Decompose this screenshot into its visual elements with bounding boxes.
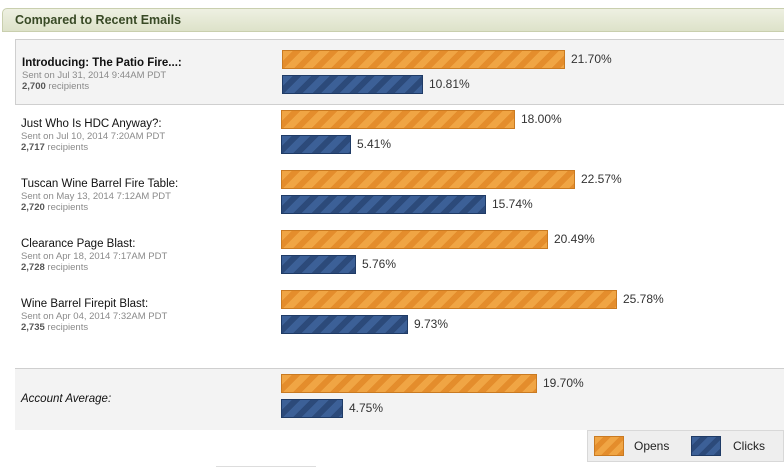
legend-clicks-label: Clicks	[733, 439, 765, 453]
opens-bar	[281, 230, 548, 249]
email-info: Tuscan Wine Barrel Fire Table: Sent on M…	[21, 177, 276, 213]
opens-value: 22.57%	[581, 172, 622, 186]
clicks-value: 5.76%	[362, 257, 397, 271]
email-title[interactable]: Tuscan Wine Barrel Fire Table:	[21, 178, 179, 190]
email-row[interactable]: Just Who Is HDC Anyway?: Sent on Jul 10,…	[15, 100, 784, 160]
average-opens-bar	[281, 374, 537, 393]
email-sent-date: Sent on Apr 04, 2014 7:32AM PDT	[21, 311, 168, 322]
recipients-label: recipients	[47, 322, 89, 333]
opens-value: 18.00%	[521, 112, 562, 126]
email-info: Clearance Page Blast: Sent on Apr 18, 20…	[21, 237, 276, 273]
recipients-count: 2,717	[21, 142, 45, 153]
email-sent-date: Sent on Jul 10, 2014 7:20AM PDT	[21, 131, 166, 142]
recipients-label: recipients	[47, 202, 89, 213]
recipients-label: recipients	[47, 262, 89, 273]
clicks-value: 15.74%	[492, 197, 533, 211]
email-row[interactable]: Introducing: The Patio Fire...: Sent on …	[15, 39, 784, 105]
email-recipients: 2,720 recipients	[21, 202, 276, 213]
recipients-label: recipients	[47, 142, 89, 153]
email-info: Introducing: The Patio Fire...: Sent on …	[22, 56, 277, 92]
recipients-count: 2,728	[21, 262, 45, 273]
clicks-bar	[281, 135, 351, 154]
email-sent-date: Sent on Apr 18, 2014 7:17AM PDT	[21, 251, 168, 262]
email-recipients: 2,700 recipients	[22, 81, 277, 92]
clicks-bar	[281, 315, 408, 334]
opens-bar	[281, 290, 617, 309]
average-clicks-value: 4.75%	[349, 401, 384, 415]
opens-swatch	[594, 436, 624, 456]
email-row[interactable]: Clearance Page Blast: Sent on Apr 18, 20…	[15, 220, 784, 280]
clicks-bar	[281, 195, 486, 214]
email-row[interactable]: Tuscan Wine Barrel Fire Table: Sent on M…	[15, 160, 784, 220]
opens-value: 20.49%	[554, 232, 595, 246]
clicks-bar	[281, 255, 356, 274]
recipients-count: 2,720	[21, 202, 45, 213]
recipients-count: 2,700	[22, 81, 46, 92]
divider	[216, 466, 316, 467]
average-title: Account Average:	[21, 393, 112, 405]
email-info: Wine Barrel Firepit Blast: Sent on Apr 0…	[21, 297, 276, 333]
opens-bar	[282, 50, 565, 69]
average-opens-value: 19.70%	[543, 376, 584, 390]
email-title[interactable]: Introducing: The Patio Fire...:	[22, 57, 182, 69]
email-title[interactable]: Clearance Page Blast:	[21, 238, 136, 250]
clicks-value: 5.41%	[357, 137, 392, 151]
recipients-count: 2,735	[21, 322, 45, 333]
opens-value: 25.78%	[623, 292, 664, 306]
email-recipients: 2,728 recipients	[21, 262, 276, 273]
recipients-label: recipients	[48, 81, 90, 92]
email-sent-date: Sent on Jul 31, 2014 9:44AM PDT	[22, 70, 167, 81]
legend-opens-label: Opens	[634, 439, 670, 453]
average-clicks-bar	[281, 399, 343, 418]
clicks-swatch	[691, 436, 721, 456]
email-title[interactable]: Wine Barrel Firepit Blast:	[21, 298, 149, 310]
average-info: Account Average:	[21, 392, 276, 406]
clicks-bar	[282, 75, 423, 94]
clicks-value: 9.73%	[414, 317, 449, 331]
email-recipients: 2,735 recipients	[21, 322, 276, 333]
clicks-value: 10.81%	[429, 77, 470, 91]
email-recipients: 2,717 recipients	[21, 142, 276, 153]
opens-value: 21.70%	[571, 52, 612, 66]
email-title[interactable]: Just Who Is HDC Anyway?:	[21, 118, 162, 130]
opens-bar	[281, 170, 575, 189]
opens-bar	[281, 110, 515, 129]
email-info: Just Who Is HDC Anyway?: Sent on Jul 10,…	[21, 117, 276, 153]
email-sent-date: Sent on May 13, 2014 7:12AM PDT	[21, 191, 171, 202]
account-average-row: Account Average: 19.70% 4.75%	[15, 368, 784, 430]
panel-header: Compared to Recent Emails	[2, 8, 784, 32]
legend: Opens Clicks	[587, 430, 784, 462]
panel-title: Compared to Recent Emails	[15, 13, 182, 27]
email-row[interactable]: Wine Barrel Firepit Blast: Sent on Apr 0…	[15, 280, 784, 340]
